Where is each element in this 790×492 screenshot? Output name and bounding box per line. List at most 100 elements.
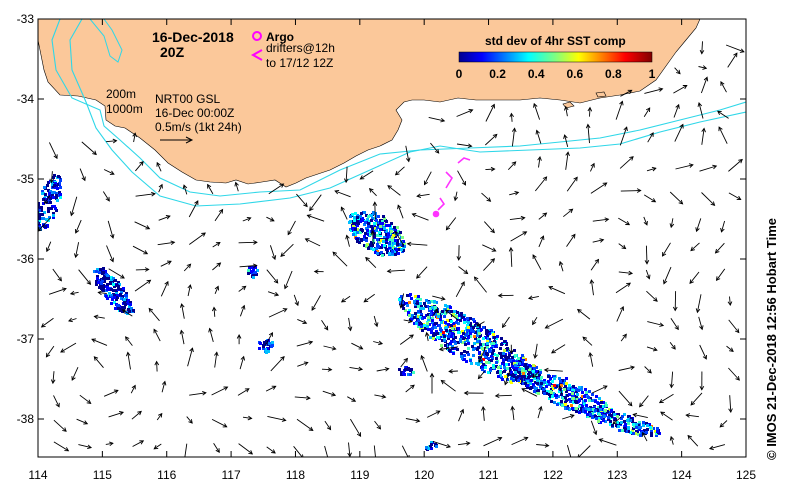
current-vector-head (540, 235, 545, 241)
current-vector-arrow (360, 170, 374, 180)
current-vector-head (481, 405, 486, 411)
axis-ticks: 114 115 116 117 118 119 120 121 122 123 124 125 -33 -… (17, 12, 757, 482)
current-vector-arrow (266, 216, 275, 222)
current-vector-arrow (510, 247, 513, 267)
current-vector-arrow (699, 344, 707, 360)
current-vector-arrow (183, 184, 188, 195)
current-vector-head (187, 284, 193, 289)
current-vector-arrow (485, 104, 495, 122)
current-vector-arrow (52, 371, 55, 384)
current-vector-head (179, 303, 185, 308)
current-vector-head (347, 326, 353, 332)
current-vector-arrow (670, 436, 674, 445)
current-vector-arrow (696, 218, 702, 232)
current-vector-arrow (457, 170, 466, 186)
current-vector-arrow (507, 161, 517, 171)
current-vector-arrow (582, 336, 593, 346)
current-vector-arrow (510, 231, 527, 242)
map-time: 20Z (160, 44, 185, 60)
current-vector-arrow (416, 266, 428, 279)
current-vector-arrow (70, 196, 78, 216)
current-vector-arrow (268, 308, 287, 318)
y-tick-label: -35 (17, 172, 35, 186)
current-vector-arrow (696, 294, 702, 313)
current-vector-head (434, 308, 439, 313)
current-vector-head (527, 295, 533, 301)
current-vector-head (158, 183, 163, 189)
current-vector-head (246, 216, 252, 222)
current-vector-arrow (294, 396, 310, 399)
current-vector-arrow (106, 140, 117, 143)
x-tick-label: 123 (607, 468, 627, 482)
current-vector-arrow (618, 390, 633, 406)
current-vector-head (478, 358, 483, 363)
current-vector-head (695, 308, 701, 314)
current-vector-head (424, 331, 430, 337)
current-vector-arrow (698, 102, 704, 119)
current-vector-head (460, 281, 465, 286)
current-vector-arrow (324, 445, 329, 457)
current-vector-arrow (349, 366, 363, 370)
current-vector-head (739, 48, 745, 53)
current-vector-head (170, 240, 176, 246)
current-vector-arrow (599, 438, 617, 446)
current-vector-arrow (728, 319, 740, 333)
current-vector-arrow (307, 214, 325, 222)
current-vector-head (514, 190, 520, 196)
current-vector-arrow (238, 443, 253, 455)
current-vector-head (714, 248, 720, 254)
current-vector-head (194, 200, 199, 206)
current-vector-arrow (456, 109, 473, 117)
x-tick-label: 115 (93, 468, 112, 482)
current-vector-head (699, 385, 705, 391)
current-vector-arrow (565, 152, 569, 170)
current-vector-head (565, 151, 570, 157)
current-vector-head (269, 217, 275, 222)
current-vector-head (532, 373, 537, 379)
y-tick-label: -37 (17, 332, 35, 346)
current-vector-head (244, 388, 250, 393)
x-tick-label: 119 (350, 468, 369, 482)
current-vector-arrow (701, 192, 715, 206)
current-vector-head (568, 208, 574, 214)
current-vector-arrow (643, 194, 656, 203)
current-vector-head (93, 314, 99, 320)
current-vector-arrow (709, 444, 726, 450)
current-vector-arrow (446, 217, 457, 230)
current-vector-head (71, 376, 76, 381)
current-vector-arrow (91, 338, 108, 346)
current-vector-head (486, 197, 492, 202)
current-vector-head (165, 215, 171, 220)
current-vector-head (40, 323, 46, 328)
current-vector-arrow (646, 167, 656, 172)
current-vector-head (538, 405, 543, 411)
current-vector-arrow (726, 345, 734, 352)
current-vector-arrow (620, 334, 627, 342)
current-vector-head (690, 246, 696, 252)
current-vector-arrow (125, 336, 133, 346)
current-vector-head (551, 349, 556, 354)
current-vector-arrow (725, 44, 745, 53)
current-vector-arrow (474, 276, 487, 293)
current-vector-head (179, 329, 185, 335)
current-vector-arrow (612, 416, 622, 425)
current-scale: 0.5m/s (1kt 24h) (155, 120, 242, 134)
current-vector-head (201, 232, 206, 237)
current-vector-arrow (131, 411, 142, 420)
current-vector-arrow (642, 432, 648, 442)
current-vector-arrow (369, 188, 377, 197)
current-vectors (38, 41, 745, 457)
x-tick-label: 114 (28, 468, 47, 482)
current-vector-arrow (334, 190, 351, 198)
current-vector-head (510, 405, 515, 411)
current-vector-arrow (280, 243, 294, 257)
current-vector-head (416, 274, 421, 279)
current-vector-arrow (504, 368, 512, 385)
current-vector-head (476, 322, 481, 327)
current-vector-head (537, 155, 542, 161)
current-vector-arrow (478, 346, 487, 363)
current-vector-head (151, 191, 156, 197)
current-vector-head (306, 214, 312, 219)
current-vector-arrow (400, 293, 405, 308)
